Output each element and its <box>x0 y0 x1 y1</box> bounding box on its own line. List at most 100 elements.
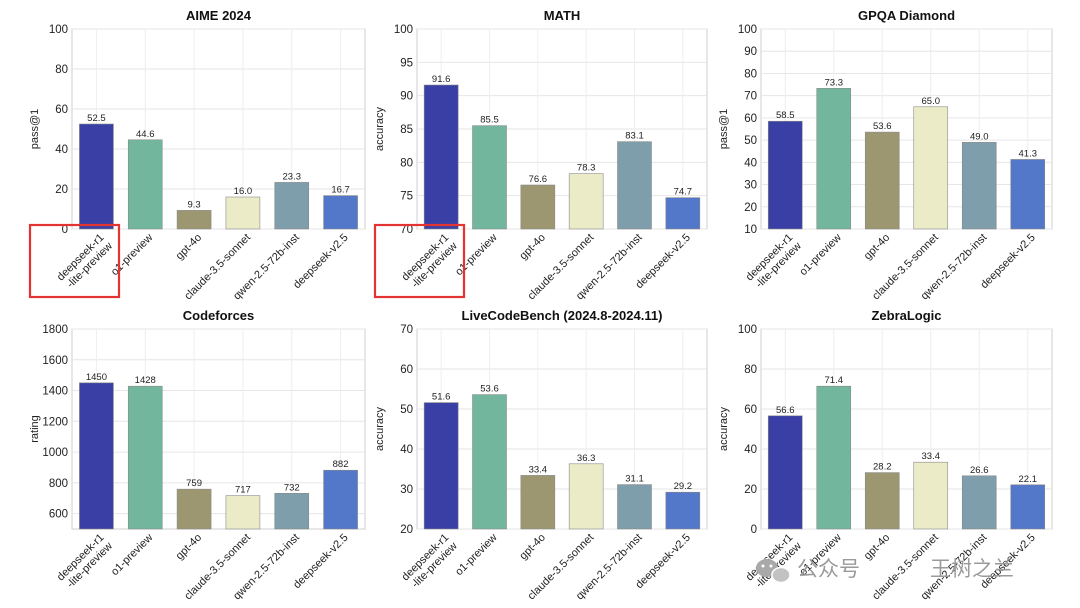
plot-frame <box>760 328 1053 530</box>
y-tick-label: 70 <box>400 224 413 236</box>
y-tick-label: 60 <box>744 404 757 416</box>
bar-deepseek-r1 <box>767 415 803 530</box>
data-label: 56.6 <box>776 405 795 416</box>
x-tick-label: o1-preview <box>453 232 500 279</box>
y-tick-label: 100 <box>738 24 757 36</box>
data-label: 44.6 <box>136 129 155 140</box>
y-tick-label: 80 <box>744 68 757 80</box>
watermark-channel: 公众号 <box>797 557 860 581</box>
x-tick-line: o1-preview <box>109 532 156 579</box>
data-label: 74.7 <box>674 187 693 198</box>
y-tick-label: 60 <box>400 364 413 376</box>
y-axis-label: accuracy <box>718 406 730 451</box>
bar-gpt-4o <box>864 131 900 230</box>
y-tick-label: 1200 <box>42 416 68 428</box>
y-tick-label: 40 <box>400 444 413 456</box>
x-tick-label: deepseek-r1-lite-preview <box>55 532 115 592</box>
y-tick-label: 60 <box>744 113 757 125</box>
chart-title: ZebraLogic <box>871 308 941 323</box>
data-label: 78.3 <box>577 163 596 174</box>
data-label: 51.6 <box>432 392 451 403</box>
x-tick-label: gpt-4o <box>517 232 548 263</box>
y-tick-label: 70 <box>400 324 413 336</box>
x-tick-label: deepseek-r1-lite-preview <box>400 232 460 292</box>
data-label: 882 <box>333 459 349 470</box>
y-tick-label: 1600 <box>42 355 68 367</box>
data-label: 22.1 <box>1019 474 1038 485</box>
data-label: 28.2 <box>873 462 892 473</box>
bar-o1-preview <box>127 385 163 530</box>
y-tick-label: 1400 <box>42 386 68 398</box>
plot-frame <box>416 328 708 530</box>
wechat-logo-icon <box>756 559 791 584</box>
bar-deepseek-r1 <box>767 120 803 230</box>
data-label: 732 <box>284 482 300 493</box>
bar-claude-3.5-sonnet <box>568 173 604 230</box>
x-tick-line: gpt-4o <box>862 232 893 263</box>
bar-gpt-4o <box>864 472 900 530</box>
y-tick-label: 30 <box>400 484 413 496</box>
chart-1: 0 20 40 60 80 100 52.5 44.6 9.3 16.0 23.3 16.7 deeps… <box>28 8 366 302</box>
x-tick-label: o1-preview <box>109 232 156 279</box>
y-tick-label: 0 <box>62 224 68 236</box>
x-tick-line: o1-preview <box>453 532 500 579</box>
x-tick-label: gpt-4o <box>517 532 548 563</box>
y-tick-label: 100 <box>49 24 68 36</box>
y-tick-label: 90 <box>400 91 413 103</box>
y-tick-label: 50 <box>400 404 413 416</box>
bar-qwen-2.5-72b-inst <box>274 182 310 230</box>
x-tick-line: gpt-4o <box>517 232 548 263</box>
y-tick-label: 100 <box>738 324 757 336</box>
y-tick-label: 20 <box>55 184 68 196</box>
data-label: 717 <box>235 485 251 496</box>
data-label: 91.6 <box>432 74 451 85</box>
bar-deepseek-v2.5 <box>323 469 358 530</box>
data-label: 52.5 <box>87 113 106 124</box>
x-tick-line: gpt-4o <box>174 232 205 263</box>
x-tick-line: gpt-4o <box>862 532 893 563</box>
bar-o1-preview <box>472 394 507 530</box>
y-axis-label: accuracy <box>374 406 386 451</box>
y-tick-label: 100 <box>394 24 413 36</box>
bar-qwen-2.5-72b-inst <box>274 493 310 530</box>
bar-gpt-4o <box>520 184 556 230</box>
data-label: 41.3 <box>1019 148 1038 159</box>
x-tick-line: o1-preview <box>109 232 156 279</box>
data-label: 73.3 <box>825 77 844 88</box>
bar-claude-3.5-sonnet <box>568 463 604 530</box>
y-tick-label: 20 <box>744 202 757 214</box>
y-tick-label: 40 <box>55 144 68 156</box>
chart-title: GPQA Diamond <box>858 8 955 23</box>
y-tick-label: 800 <box>49 478 68 490</box>
data-label: 83.1 <box>625 131 644 142</box>
data-label: 58.5 <box>776 110 795 121</box>
y-tick-label: 40 <box>744 157 757 169</box>
chart-5: 20 30 40 50 60 70 51.6 53.6 33.4 36.3 31.1 29.2 deep… <box>374 308 708 602</box>
bar-o1-preview <box>127 139 163 230</box>
data-label: 49.0 <box>970 131 989 142</box>
x-tick-label: gpt-4o <box>862 532 893 563</box>
chart-title: LiveCodeBench (2024.8-2024.11) <box>462 308 663 323</box>
y-axis-label: rating <box>29 415 41 443</box>
y-axis-label: accuracy <box>374 106 386 151</box>
bar-qwen-2.5-72b-inst <box>961 475 997 530</box>
x-tick-label: gpt-4o <box>862 232 893 263</box>
data-label: 31.1 <box>625 474 644 485</box>
data-label: 36.3 <box>577 453 596 464</box>
data-label: 33.4 <box>922 451 941 462</box>
y-tick-label: 90 <box>744 46 757 58</box>
bar-claude-3.5-sonnet <box>225 196 261 230</box>
y-axis-label: pass@1 <box>718 109 730 150</box>
bar-deepseek-v2.5 <box>665 491 701 530</box>
charts-group: 02040608010052.544.69.316.023.316.7deeps… <box>28 8 1053 602</box>
bar-o1-preview <box>472 125 507 230</box>
x-tick-label: o1-preview <box>109 532 156 579</box>
x-tick-label: gpt-4o <box>174 532 205 563</box>
data-label: 1450 <box>86 372 107 383</box>
data-label: 85.5 <box>480 115 499 126</box>
data-label: 9.3 <box>187 199 200 210</box>
y-tick-label: 600 <box>49 509 68 521</box>
y-tick-label: 1000 <box>42 447 68 459</box>
data-label: 65.0 <box>922 96 941 107</box>
bar-deepseek-v2.5 <box>665 197 701 230</box>
